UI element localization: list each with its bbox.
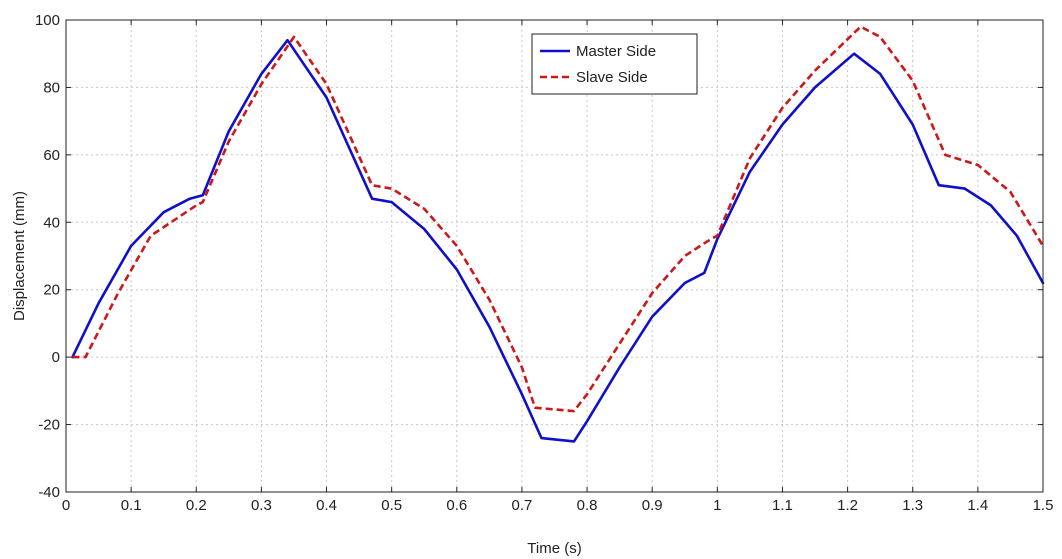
x-tick-label: 0.1 <box>121 497 142 514</box>
series-lines <box>71 25 1045 443</box>
y-axis-label: Displacement (mm) <box>11 191 28 321</box>
x-tick-label: 1.3 <box>902 497 923 514</box>
legend-label-master-side: Master Side <box>576 43 656 60</box>
grid <box>66 20 1043 492</box>
x-tick-label: 1.1 <box>772 497 793 514</box>
x-tick-label: 0.4 <box>316 497 337 514</box>
x-tick-label: 0.7 <box>512 497 533 514</box>
x-tick-label: 0.3 <box>251 497 272 514</box>
y-tick-label: 80 <box>43 79 60 96</box>
x-tick-label: 0.9 <box>642 497 663 514</box>
y-tick-label: 100 <box>35 12 60 29</box>
x-tick-label: 1.5 <box>1033 497 1054 514</box>
x-tick-label: 0.5 <box>381 497 402 514</box>
y-tick-label: -20 <box>38 417 60 434</box>
legend-label-slave-side: Slave Side <box>576 69 648 86</box>
y-tick-label: 0 <box>52 349 60 366</box>
legend-box <box>531 33 698 95</box>
y-tick-label: 20 <box>43 282 60 299</box>
x-tick-label: 0.2 <box>186 497 207 514</box>
x-tick-label: 1.2 <box>837 497 858 514</box>
series-line-slave-side <box>72 25 1045 413</box>
series-line-master-side <box>71 38 1045 443</box>
x-tick-label: 0.8 <box>577 497 598 514</box>
x-axis-label: Time (s) <box>527 540 581 557</box>
x-tick-label: 1.4 <box>967 497 988 514</box>
x-tick-label: 0.6 <box>446 497 467 514</box>
x-tick-label: 0 <box>62 497 70 514</box>
y-tick-label: -40 <box>38 484 60 501</box>
y-tick-label: 40 <box>43 214 60 231</box>
y-tick-label: 60 <box>43 147 60 164</box>
x-tick-label: 1 <box>713 497 721 514</box>
axis-ticks: 0 0.1 0.2 0.3 0.4 0.5 0.6 0.7 0.8 0.9 1 1.1 1.2 1.3 1.… <box>35 12 1053 514</box>
legend: Master Side Slave Side <box>531 33 698 95</box>
plot-frame <box>65 19 1044 493</box>
